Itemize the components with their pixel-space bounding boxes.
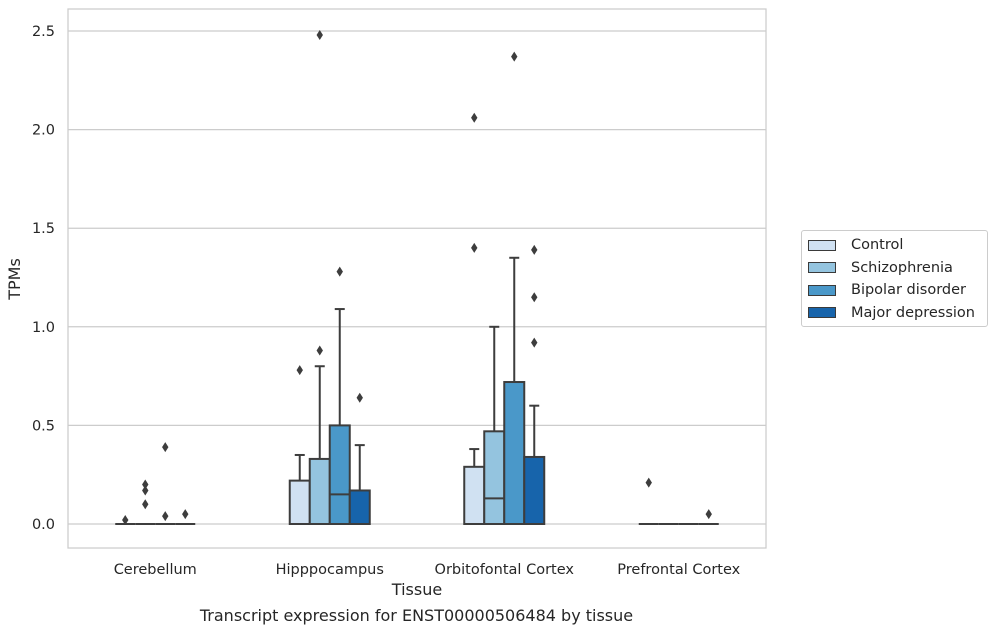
legend-label: Control bbox=[851, 237, 904, 253]
outlier-point bbox=[162, 511, 169, 522]
outlier-point bbox=[531, 244, 538, 255]
box-rect bbox=[308, 457, 331, 526]
box-3-3 bbox=[698, 509, 719, 525]
legend-label: Schizophrenia bbox=[851, 259, 953, 276]
outlier-point bbox=[122, 515, 129, 526]
box-0-0 bbox=[115, 515, 136, 526]
box-0-2 bbox=[463, 112, 486, 526]
box-rect bbox=[483, 430, 506, 526]
legend-swatch bbox=[808, 284, 836, 296]
legend-item: Major depression bbox=[808, 303, 975, 323]
legend: Control Schizophrenia Bipolar disorder Majo… bbox=[801, 230, 988, 327]
legend-swatch bbox=[808, 262, 836, 273]
box-1-1 bbox=[308, 29, 331, 526]
box-3-0 bbox=[175, 509, 196, 525]
y-tick-label: 1.5 bbox=[32, 221, 55, 237]
outlier-point bbox=[356, 392, 363, 403]
outlier-point bbox=[182, 509, 189, 520]
box-1-0 bbox=[135, 479, 156, 525]
outlier-point bbox=[531, 337, 538, 348]
box-rect bbox=[503, 381, 526, 525]
gridlines bbox=[68, 30, 766, 525]
outlier-point bbox=[531, 292, 538, 303]
outlier-point bbox=[316, 29, 323, 40]
y-tick-label: 0.5 bbox=[32, 418, 55, 434]
y-tick-label: 2.5 bbox=[32, 24, 55, 40]
legend-item: Schizophrenia bbox=[808, 258, 953, 278]
box-rect bbox=[348, 489, 371, 526]
box-0-1 bbox=[288, 365, 311, 525]
boxes bbox=[115, 29, 719, 526]
outlier-point bbox=[705, 509, 712, 520]
legend-item: Bipolar disorder bbox=[808, 280, 966, 300]
x-tick-label: Prefrontal Cortex bbox=[617, 562, 740, 578]
box-rect bbox=[523, 455, 546, 525]
outlier-point bbox=[645, 477, 652, 488]
outlier-point bbox=[142, 485, 149, 496]
y-tick-label: 1.0 bbox=[32, 320, 55, 336]
box-0-3 bbox=[638, 477, 659, 525]
box-rect bbox=[328, 424, 351, 525]
x-axis-label: Tissue bbox=[391, 580, 442, 599]
x-tick-labels: Cerebellum Hipppocampus Orbitofontal Corte… bbox=[114, 562, 741, 578]
legend-label: Bipolar disorder bbox=[851, 282, 966, 298]
outlier-point bbox=[142, 499, 149, 510]
outlier-point bbox=[471, 112, 478, 123]
y-tick-label: 2.0 bbox=[32, 123, 55, 139]
legend-swatch bbox=[808, 307, 836, 318]
plot-frame bbox=[67, 8, 767, 549]
outlier-point bbox=[511, 51, 518, 62]
outlier-point bbox=[336, 266, 343, 277]
outlier-point bbox=[142, 479, 149, 490]
y-axis-label: TPMs bbox=[5, 258, 24, 301]
legend-swatch bbox=[808, 239, 836, 251]
outlier-point bbox=[316, 345, 323, 356]
y-tick-label: 0.0 bbox=[32, 517, 55, 533]
x-tick-label: Cerebellum bbox=[114, 562, 197, 578]
outlier-point bbox=[296, 365, 303, 376]
legend-label: Major depression bbox=[851, 304, 975, 321]
box-rect bbox=[463, 465, 486, 526]
y-tick-labels: 0.0 0.5 1.0 1.5 2.0 2.5 bbox=[32, 24, 55, 533]
outlier-point bbox=[162, 442, 169, 453]
box-2-1 bbox=[328, 266, 351, 525]
legend-item: Control bbox=[808, 235, 903, 255]
box-rect bbox=[288, 479, 311, 525]
figure-caption: Transcript expression for ENST0000050648… bbox=[199, 606, 634, 625]
x-tick-label: Hipppocampus bbox=[276, 562, 384, 578]
box-3-1 bbox=[348, 392, 371, 526]
outlier-point bbox=[471, 242, 478, 253]
box-2-0 bbox=[155, 442, 176, 525]
x-tick-label: Orbitofontal Cortex bbox=[435, 562, 575, 578]
box-2-2 bbox=[503, 51, 526, 525]
box-3-2 bbox=[523, 244, 546, 525]
